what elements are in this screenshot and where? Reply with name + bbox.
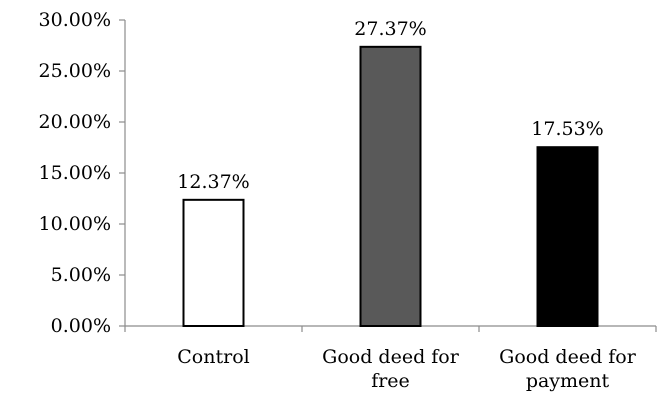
y-tick-label: 0.00%	[51, 315, 111, 337]
y-tick-label: 15.00%	[39, 162, 111, 184]
data-labels: 12.37% 27.37% 17.53%	[177, 18, 603, 193]
bar	[536, 146, 599, 327]
category-labels: Control Good deed for free Good deed for pay…	[177, 346, 636, 392]
bar	[359, 45, 422, 328]
y-tick-label: 10.00%	[39, 213, 111, 235]
bars	[182, 45, 599, 328]
y-tick-label: 5.00%	[51, 264, 111, 286]
y-tick-label: 20.00%	[39, 111, 111, 133]
data-label: 12.37%	[177, 171, 249, 193]
x-tick-label: Good deed for free	[322, 346, 460, 392]
x-tick-label: Good deed for payment	[499, 346, 637, 392]
y-axis: 0.00% 5.00% 10.00% 15.00% 20.00% 25.00% 30.00%	[39, 9, 126, 337]
y-tick-label: 25.00%	[39, 60, 111, 82]
data-label: 17.53%	[531, 118, 603, 140]
data-label: 27.37%	[354, 18, 426, 40]
bar	[182, 198, 245, 328]
y-tick-label: 30.00%	[39, 9, 111, 31]
x-tick-label: Control	[177, 346, 249, 368]
